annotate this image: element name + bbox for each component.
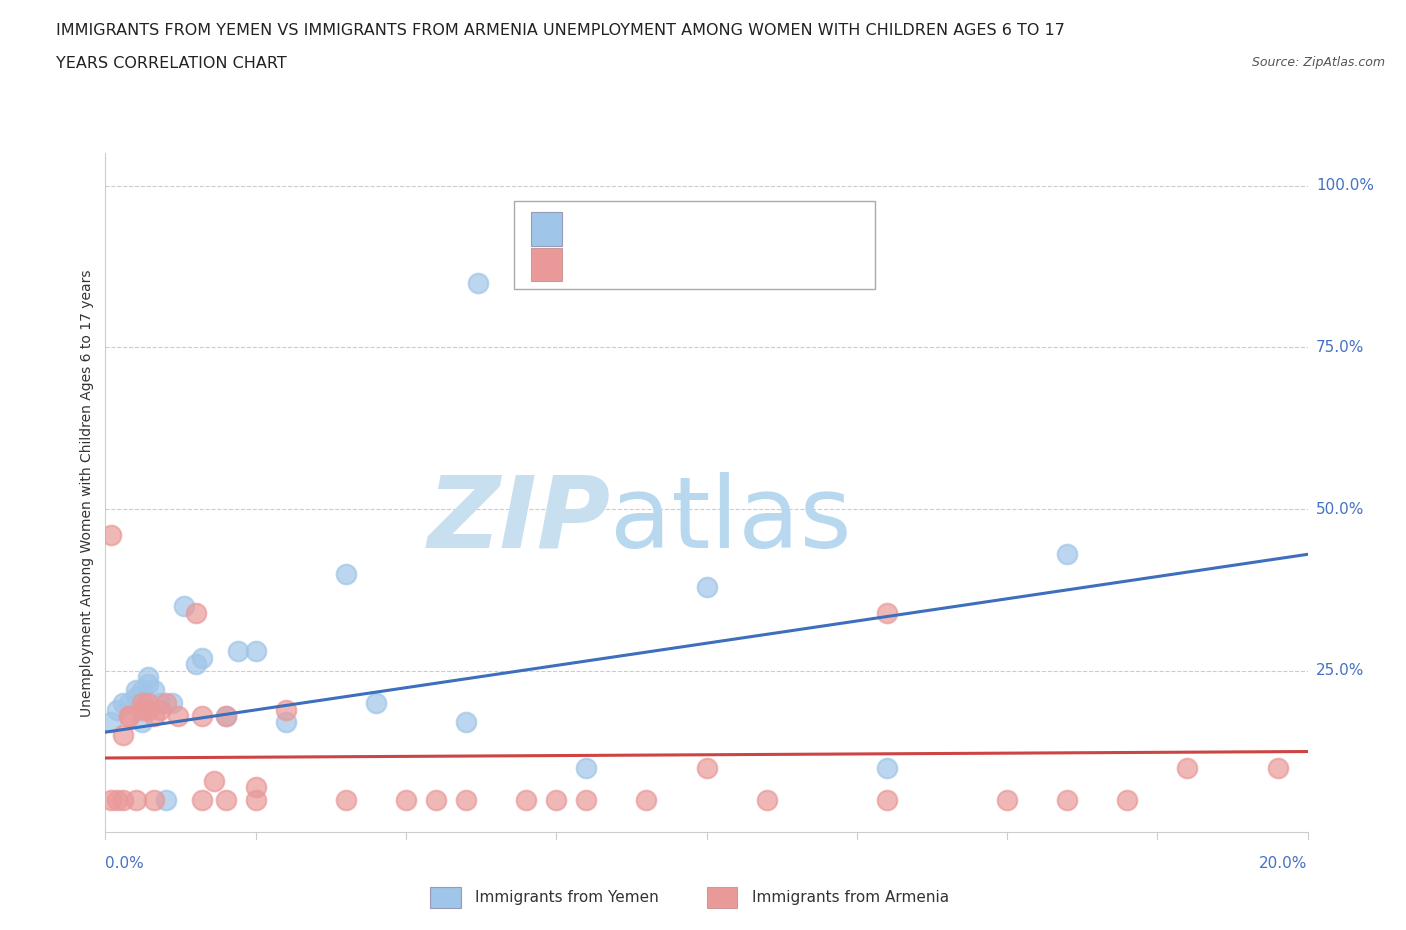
Point bbox=[214, 709, 236, 724]
Point bbox=[245, 779, 267, 794]
Point bbox=[112, 728, 135, 743]
Text: atlas: atlas bbox=[610, 472, 852, 568]
Y-axis label: Unemployment Among Women with Children Ages 6 to 17 years: Unemployment Among Women with Children A… bbox=[80, 269, 94, 717]
Point bbox=[546, 792, 568, 807]
Point bbox=[100, 715, 122, 730]
Point bbox=[214, 792, 236, 807]
Text: 0.0%: 0.0% bbox=[105, 856, 145, 870]
Point bbox=[335, 566, 357, 581]
Point bbox=[100, 527, 122, 542]
Point bbox=[131, 696, 153, 711]
Point bbox=[148, 696, 170, 711]
Point bbox=[274, 702, 297, 717]
Point bbox=[190, 709, 212, 724]
Point bbox=[184, 605, 207, 620]
Point bbox=[136, 670, 159, 684]
Text: 25.0%: 25.0% bbox=[1316, 663, 1364, 678]
Point bbox=[118, 709, 141, 724]
Point bbox=[995, 792, 1018, 807]
Point bbox=[755, 792, 778, 807]
Point bbox=[425, 792, 447, 807]
Point bbox=[1175, 760, 1198, 775]
Text: 20.0%: 20.0% bbox=[1260, 856, 1308, 870]
Text: 100.0%: 100.0% bbox=[1316, 179, 1374, 193]
Point bbox=[202, 773, 225, 788]
Point bbox=[876, 792, 898, 807]
Point bbox=[118, 709, 141, 724]
Text: 50.0%: 50.0% bbox=[1316, 501, 1364, 516]
Point bbox=[1116, 792, 1139, 807]
Point bbox=[155, 696, 177, 711]
Point bbox=[160, 696, 183, 711]
Text: Immigrants from Yemen: Immigrants from Yemen bbox=[475, 890, 659, 905]
Point bbox=[214, 709, 236, 724]
Point bbox=[575, 760, 598, 775]
Point bbox=[636, 792, 658, 807]
Point bbox=[364, 696, 387, 711]
Text: Immigrants from Armenia: Immigrants from Armenia bbox=[751, 890, 949, 905]
Point bbox=[696, 579, 718, 594]
Point bbox=[173, 599, 195, 614]
Point bbox=[124, 689, 146, 704]
Point bbox=[190, 792, 212, 807]
Point bbox=[1267, 760, 1289, 775]
Point bbox=[226, 644, 249, 658]
Point bbox=[112, 792, 135, 807]
Point bbox=[190, 650, 212, 665]
Point bbox=[131, 702, 153, 717]
Text: YEARS CORRELATION CHART: YEARS CORRELATION CHART bbox=[56, 56, 287, 71]
Point bbox=[136, 702, 159, 717]
Point bbox=[118, 696, 141, 711]
Point bbox=[142, 683, 165, 698]
Point bbox=[1056, 792, 1078, 807]
Point bbox=[148, 702, 170, 717]
Point bbox=[131, 683, 153, 698]
Point bbox=[1056, 547, 1078, 562]
Text: ZIP: ZIP bbox=[427, 472, 610, 568]
Text: IMMIGRANTS FROM YEMEN VS IMMIGRANTS FROM ARMENIA UNEMPLOYMENT AMONG WOMEN WITH C: IMMIGRANTS FROM YEMEN VS IMMIGRANTS FROM… bbox=[56, 23, 1066, 38]
Point bbox=[142, 709, 165, 724]
Point bbox=[155, 792, 177, 807]
Point bbox=[112, 696, 135, 711]
Point bbox=[107, 792, 129, 807]
Point bbox=[395, 792, 418, 807]
Text: 75.0%: 75.0% bbox=[1316, 340, 1364, 355]
Point bbox=[142, 792, 165, 807]
Point bbox=[136, 676, 159, 691]
Point bbox=[245, 792, 267, 807]
Point bbox=[166, 709, 188, 724]
Point bbox=[335, 792, 357, 807]
Point bbox=[876, 760, 898, 775]
Point bbox=[467, 275, 489, 290]
Point bbox=[124, 683, 146, 698]
Text: Source: ZipAtlas.com: Source: ZipAtlas.com bbox=[1251, 56, 1385, 69]
Point bbox=[136, 696, 159, 711]
Point bbox=[575, 792, 598, 807]
Point bbox=[245, 644, 267, 658]
Point bbox=[124, 792, 146, 807]
Point bbox=[515, 792, 537, 807]
Point bbox=[100, 792, 122, 807]
Point bbox=[131, 715, 153, 730]
Text: R = 0.010  N = 43: R = 0.010 N = 43 bbox=[574, 257, 713, 272]
Point bbox=[454, 792, 477, 807]
Point bbox=[107, 702, 129, 717]
Point bbox=[184, 657, 207, 671]
Point bbox=[274, 715, 297, 730]
Point bbox=[876, 605, 898, 620]
Text: R = 0.331  N = 33: R = 0.331 N = 33 bbox=[574, 221, 713, 237]
Point bbox=[454, 715, 477, 730]
Point bbox=[696, 760, 718, 775]
